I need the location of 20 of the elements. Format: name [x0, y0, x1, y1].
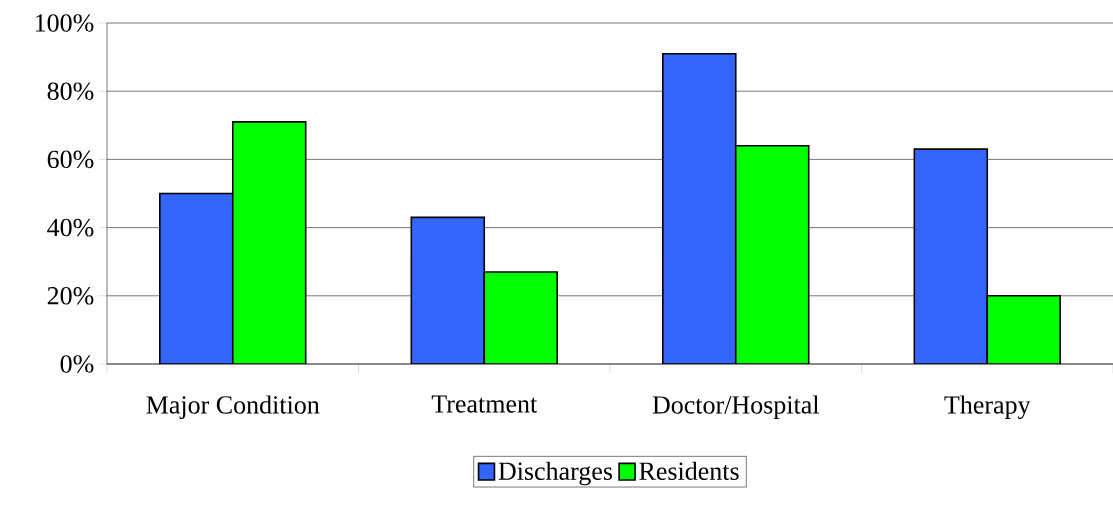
- bar: [662, 52, 737, 364]
- y-tick-label: 80%: [47, 82, 94, 101]
- x-tick-label: Treatment: [431, 395, 538, 413]
- y-tick-label: 0%: [60, 355, 94, 373]
- bar: [986, 295, 1061, 364]
- y-tick-label: 60%: [47, 150, 94, 169]
- legend-label: Discharges: [498, 461, 613, 486]
- bar: [483, 271, 558, 364]
- bar: [734, 144, 810, 364]
- x-tick-label: Therapy: [944, 395, 1031, 420]
- bar: [410, 216, 486, 364]
- bar: [913, 148, 989, 364]
- x-tick-label: Doctor/Hospital: [652, 395, 819, 419]
- legend-label: Residents: [639, 461, 739, 480]
- y-tick-label: 100%: [35, 14, 94, 32]
- bar: [231, 121, 307, 364]
- y-tick-label: 20%: [47, 286, 94, 305]
- y-tick-label: 40%: [47, 218, 94, 237]
- bar: [159, 192, 234, 364]
- x-tick-label: Major Condition: [146, 395, 320, 419]
